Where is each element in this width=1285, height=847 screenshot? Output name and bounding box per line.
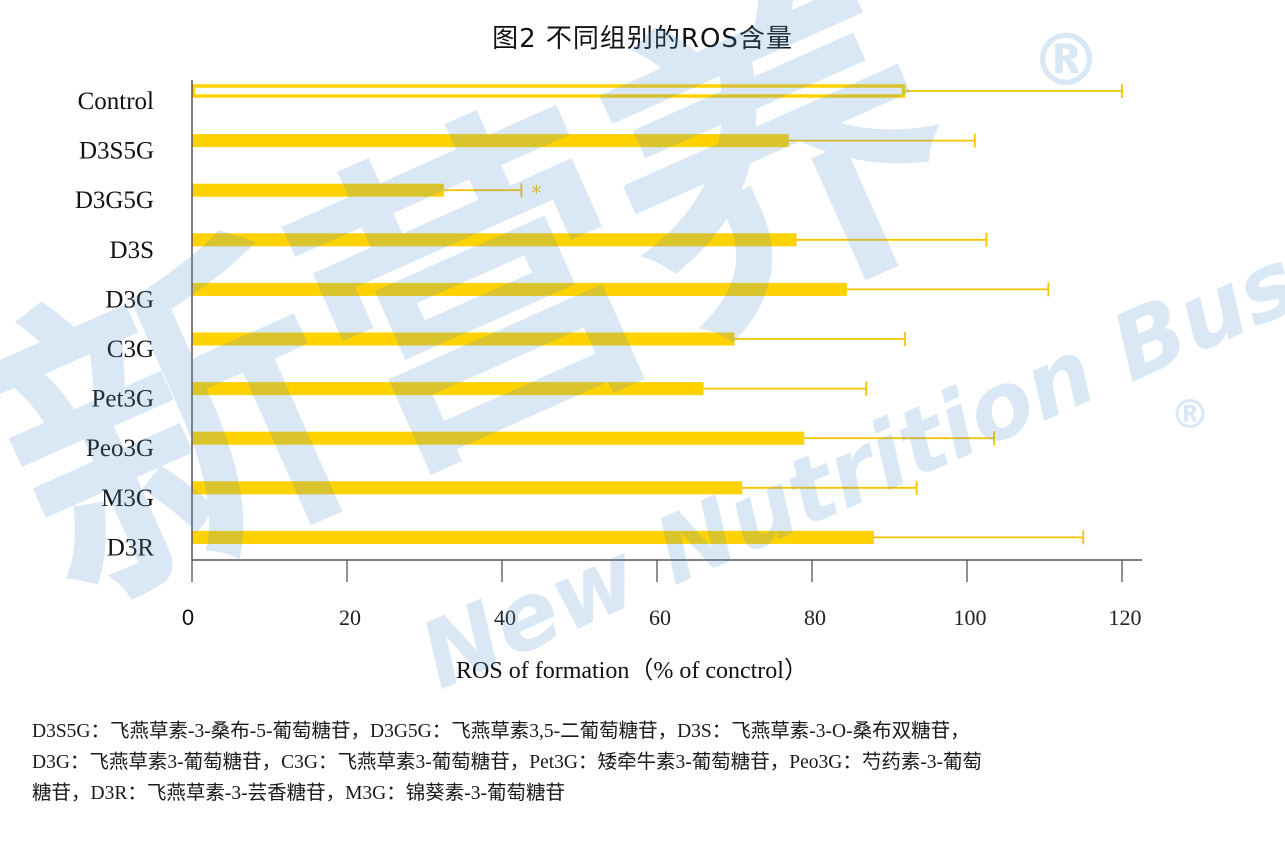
bar-d3g [192,282,847,296]
significance-mark: * [531,181,541,205]
chart-title: 图2 不同组别的ROS含量 [492,24,793,54]
category-labels: Control D3S5G D3G5G D3S D3G C3G Pet3G Peo3G M3G D… [75,88,154,561]
category-label: Pet3G [92,386,155,413]
bars-group [191,84,906,544]
category-label: D3G [105,286,154,313]
x-tick-label: 80 [804,605,826,630]
x-tick-label: 0 [182,605,194,630]
bar-d3s5g [192,134,789,148]
category-label: D3R [107,534,155,561]
bar-chart: * 0 20 40 60 80 100 120 Control D3S5G D3G5G D3S D3… [75,80,1142,684]
bar-d3r [192,530,874,544]
bar-m3g [192,481,743,495]
bar-c3g [192,332,735,346]
error-bars-group: * [443,84,1123,545]
category-label: C3G [107,336,154,363]
caption-line: D3S5G：飞燕草素-3-桑布-5-葡萄糖苷，D3G5G：飞燕草素3,5-二葡萄… [32,721,970,742]
category-label: M3G [101,485,154,512]
bar-peo3g [192,431,805,445]
category-label: Control [78,88,154,115]
caption-line: D3G：飞燕草素3-葡萄糖苷，C3G：飞燕草素3-葡萄糖苷，Pet3G：矮牵牛素… [32,752,983,773]
x-axis-title: ROS of formation（% of conctrol） [456,658,808,684]
category-label: D3G5G [75,187,154,214]
x-tick-label: 120 [1109,605,1142,630]
category-label: D3S5G [79,138,154,165]
category-label: D3S [110,237,154,264]
x-axis: 0 20 40 60 80 100 120 [182,80,1142,630]
x-tick-label: 100 [954,605,987,630]
x-tick-label: 40 [494,605,516,630]
x-tick-label: 20 [339,605,361,630]
x-tick-label: 60 [649,605,671,630]
caption-line: 糖苷，D3R：飞燕草素-3-芸香糖苷，M3G：锦葵素-3-葡萄糖苷 [32,783,565,804]
bar-pet3g [192,382,704,396]
bar-d3s [192,233,797,247]
category-label: Peo3G [86,435,154,462]
bar-d3g5g [192,183,444,197]
figure-caption: D3S5G：飞燕草素-3-桑布-5-葡萄糖苷，D3G5G：飞燕草素3,5-二葡萄… [32,716,1257,809]
bar-control [191,84,906,98]
